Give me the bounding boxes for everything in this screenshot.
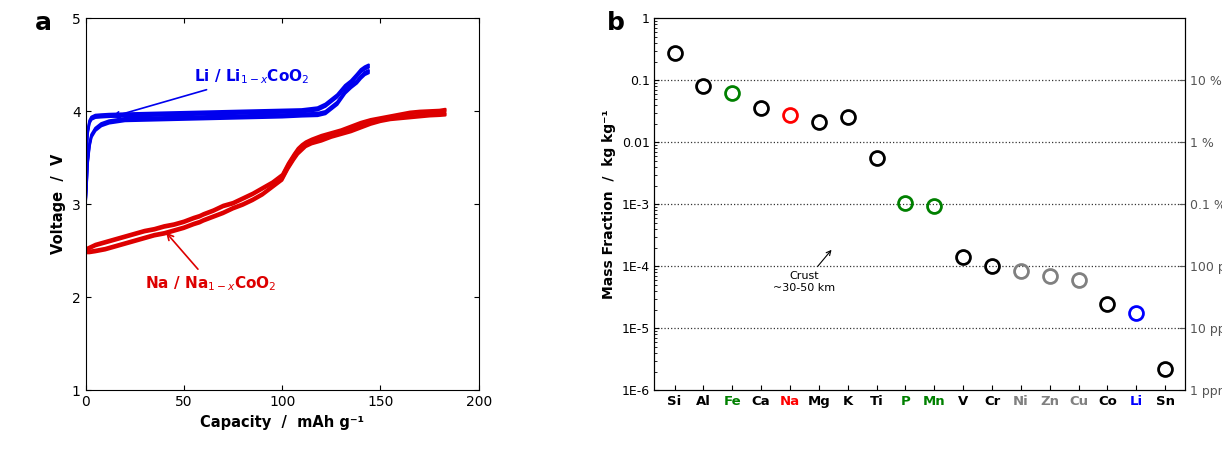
- Y-axis label: Voltage  /  V: Voltage / V: [51, 154, 66, 255]
- Text: Li / Li$_{1-x}$CoO$_2$: Li / Li$_{1-x}$CoO$_2$: [114, 68, 309, 118]
- Text: a: a: [34, 11, 51, 35]
- Y-axis label: Mass Fraction  /  kg kg⁻¹: Mass Fraction / kg kg⁻¹: [601, 109, 616, 299]
- X-axis label: Capacity  /  mAh g⁻¹: Capacity / mAh g⁻¹: [200, 415, 364, 430]
- Text: b: b: [606, 11, 624, 35]
- Text: Crust
~30-50 km: Crust ~30-50 km: [774, 251, 836, 293]
- Text: Na / Na$_{1-x}$CoO$_2$: Na / Na$_{1-x}$CoO$_2$: [144, 234, 276, 293]
